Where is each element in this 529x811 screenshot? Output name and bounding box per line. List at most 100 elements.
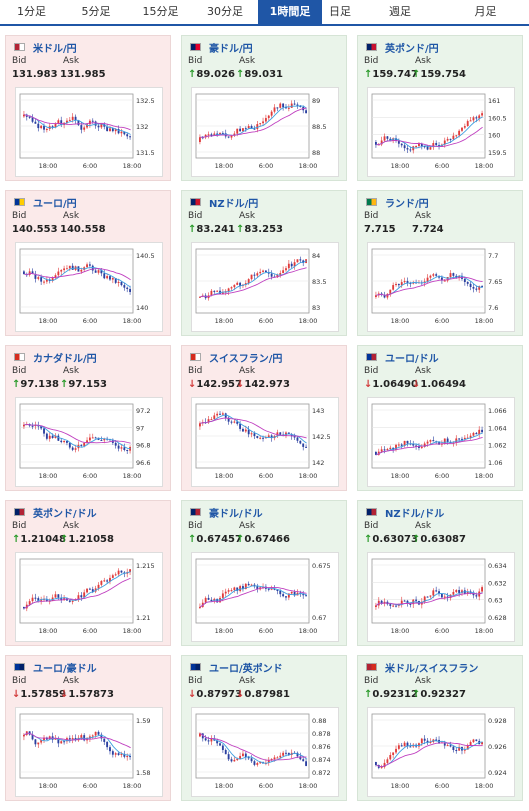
candle-body xyxy=(426,441,429,444)
short-moving-average-line xyxy=(376,275,483,296)
candle-body xyxy=(409,283,412,285)
candle-body xyxy=(37,123,40,129)
rate-card[interactable]: カナダドル/円 Bid Ask ↑97.138 ↑97.153 97.2 97 96.8 96.… xyxy=(5,345,171,491)
candle-body xyxy=(270,588,273,590)
chart-svg: 84 83.5 83 18:00 6:00 18:00 xyxy=(195,248,326,325)
candlestick-chart[interactable]: 0.88 0.878 0.876 0.874 0.872 18:00 6:00 18:00 xyxy=(191,707,339,797)
rate-card[interactable]: ユーロ/円 Bid Ask 140.553 140.558 140.5 140 18:00 6:… xyxy=(5,190,171,336)
candle-body xyxy=(66,268,68,270)
candle-body xyxy=(380,449,383,452)
candlestick-chart[interactable]: 132.5 132 131.5 18:00 6:00 18:00 xyxy=(15,87,163,177)
tab-6[interactable]: 週足 xyxy=(389,5,411,18)
pair-title[interactable]: ランド/円 xyxy=(366,195,429,210)
candle-body xyxy=(472,739,475,743)
candle-body xyxy=(233,284,236,288)
pair-title[interactable]: カナダドル/円 xyxy=(14,350,97,365)
y-tick-label: 1.062 xyxy=(488,442,507,450)
candle-body xyxy=(452,746,455,751)
candle-body xyxy=(111,278,114,280)
rate-card[interactable]: 英ポンド/円 Bid Ask ↑159.747 ↑159.754 161 160.5 160 1… xyxy=(357,35,523,181)
candle-body xyxy=(68,119,71,121)
pair-title[interactable]: NZドル/ドル xyxy=(366,505,445,520)
candle-body xyxy=(299,756,302,760)
pair-name: NZドル/ドル xyxy=(385,508,445,520)
candlestick-chart[interactable]: 161 160.5 160 159.5 18:00 6:00 18:00 xyxy=(367,87,515,177)
pair-title[interactable]: 米ドル/円 xyxy=(14,40,77,55)
pair-title[interactable]: 豪ドル/ドル xyxy=(190,505,263,520)
tab-0[interactable]: 1分足 xyxy=(17,5,46,18)
pair-title[interactable]: 英ポンド/円 xyxy=(366,40,439,55)
candle-body xyxy=(432,143,435,148)
candle-body xyxy=(88,120,91,125)
rate-card[interactable]: NZドル/円 Bid Ask ↑83.241 ↑83.253 84 83.5 83 18:00 6… xyxy=(181,190,347,336)
rate-card[interactable]: ユーロ/豪ドル Bid Ask ↓1.57859 ↓1.57873 1.59 1.58 18:… xyxy=(5,655,171,801)
candle-body xyxy=(86,264,88,268)
candlestick-chart[interactable]: 7.7 7.65 7.6 18:00 6:00 18:00 xyxy=(367,242,515,332)
candle-body xyxy=(443,280,446,282)
candle-body xyxy=(103,273,106,279)
tab-5[interactable]: 日足 xyxy=(329,5,351,18)
pair-title[interactable]: 英ポンド/ドル xyxy=(14,505,97,520)
pair-title[interactable]: ユーロ/円 xyxy=(14,195,77,210)
pair-title[interactable]: ユーロ/豪ドル xyxy=(14,660,97,675)
pair-title[interactable]: 豪ドル/円 xyxy=(190,40,253,55)
candle-body xyxy=(406,281,409,284)
candle-body xyxy=(463,278,466,282)
candlestick-chart[interactable]: 1.066 1.064 1.062 1.06 18:00 6:00 18:00 xyxy=(367,397,515,487)
candle-body xyxy=(262,121,264,124)
candlestick-chart[interactable]: 143 142.5 142 18:00 6:00 18:00 xyxy=(191,397,339,487)
rate-card[interactable]: ランド/円 Bid Ask 7.715 7.724 7.7 7.65 7.6 18:00 6:00… xyxy=(357,190,523,336)
candlestick-chart[interactable]: 1.215 1.21 18:00 6:00 18:00 xyxy=(15,552,163,642)
tab-1[interactable]: 5分足 xyxy=(81,5,111,18)
currency-flag-icon xyxy=(14,508,25,516)
pair-title[interactable]: ユーロ/ドル xyxy=(366,350,439,365)
x-tick-label: 6:00 xyxy=(435,317,450,325)
rate-card[interactable]: ユーロ/ドル Bid Ask ↓1.06490 ↓1.06494 1.066 1.064 1.… xyxy=(357,345,523,491)
candle-body xyxy=(461,438,463,440)
rate-card[interactable]: 豪ドル/円 Bid Ask ↑89.026 ↑89.031 89 88.5 88 18:00 6:… xyxy=(181,35,347,181)
rate-card[interactable]: 英ポンド/ドル Bid Ask ↑1.21048 ↑1.21058 1.215 1.21 18… xyxy=(5,500,171,646)
y-tick-label: 7.65 xyxy=(488,278,502,286)
candle-body xyxy=(34,597,37,599)
pair-title[interactable]: NZドル/円 xyxy=(190,195,258,210)
candle-body xyxy=(443,596,446,598)
tab-7[interactable]: 月足 xyxy=(474,5,497,18)
pair-title[interactable]: スイスフラン/円 xyxy=(190,350,283,365)
candlestick-chart[interactable]: 140.5 140 18:00 6:00 18:00 xyxy=(15,242,163,332)
rate-card[interactable]: スイスフラン/円 Bid Ask ↓142.957 ↓142.973 143 142.5 14… xyxy=(181,345,347,491)
candle-body xyxy=(466,121,469,127)
ask-label: Ask xyxy=(415,211,432,221)
candlestick-chart[interactable]: 1.59 1.58 18:00 6:00 18:00 xyxy=(15,707,163,797)
pair-name: スイスフラン/円 xyxy=(209,353,283,365)
pair-title[interactable]: ユーロ/英ポンド xyxy=(190,660,283,675)
candle-body xyxy=(86,440,88,443)
rate-card[interactable]: 米ドル/スイスフラン Bid Ask ↑0.92312 ↑0.92327 0.928 0.9… xyxy=(357,655,523,801)
candle-body xyxy=(37,742,40,745)
rate-card[interactable]: NZドル/ドル Bid Ask ↑0.63073 ↑0.63087 0.634 0.632 0… xyxy=(357,500,523,646)
rate-card[interactable]: 米ドル/円 Bid Ask 131.983 131.985 132.5 132 131.5 18… xyxy=(5,35,171,181)
candle-body xyxy=(66,441,68,443)
candle-body xyxy=(276,432,279,436)
candlestick-chart[interactable]: 84 83.5 83 18:00 6:00 18:00 xyxy=(191,242,339,332)
candle-body xyxy=(239,423,242,429)
tab-2[interactable]: 15分足 xyxy=(142,5,179,18)
ask-value: ↓0.87981 xyxy=(236,689,290,700)
candlestick-chart[interactable]: 97.2 97 96.8 96.6 18:00 6:00 18:00 xyxy=(15,397,163,487)
tab-4[interactable]: 1時間足 xyxy=(258,0,322,24)
candle-body xyxy=(37,277,40,279)
candle-body xyxy=(94,270,97,273)
pair-title[interactable]: 米ドル/スイスフラン xyxy=(366,660,478,675)
candlestick-chart[interactable]: 89 88.5 88 18:00 6:00 18:00 xyxy=(191,87,339,177)
long-moving-average-line xyxy=(24,732,131,749)
candle-body xyxy=(221,413,224,415)
currency-flag-icon xyxy=(366,198,377,206)
rate-card[interactable]: ユーロ/英ポンド Bid Ask ↓0.87973 ↓0.87981 0.88 0.878 0… xyxy=(181,655,347,801)
candlestick-chart[interactable]: 0.675 0.67 18:00 6:00 18:00 xyxy=(191,552,339,642)
x-tick-label: 18:00 xyxy=(391,472,410,480)
candlestick-chart[interactable]: 0.634 0.632 0.63 0.628 18:00 6:00 18:00 xyxy=(367,552,515,642)
candle-body xyxy=(472,432,475,436)
rate-card[interactable]: 豪ドル/ドル Bid Ask ↑0.67457 ↑0.67466 0.675 0.67 18:… xyxy=(181,500,347,646)
tab-3[interactable]: 30分足 xyxy=(207,5,243,18)
candle-body xyxy=(440,593,443,598)
candlestick-chart[interactable]: 0.928 0.926 0.924 18:00 6:00 18:00 xyxy=(367,707,515,797)
